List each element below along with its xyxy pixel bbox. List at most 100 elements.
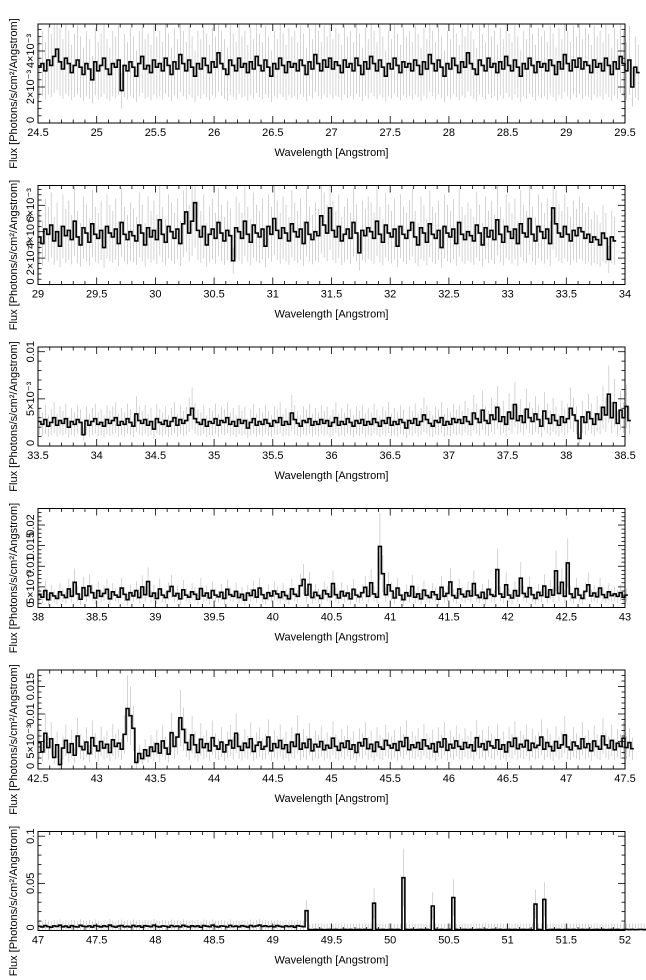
x-tick-label: 29: [32, 289, 44, 301]
x-axis-title: Wavelength [Angstrom]: [275, 793, 389, 805]
plot-frame: [37, 23, 626, 124]
y-tick-label: 0: [25, 278, 37, 284]
flux-histogram: [38, 707, 634, 766]
x-tick-label: 27.5: [379, 127, 400, 139]
x-tick-label: 43: [91, 773, 103, 785]
y-tick-label: 4×10⁻³: [25, 214, 37, 249]
x-tick-label: 28.5: [497, 127, 518, 139]
y-tick-label: 0: [25, 924, 37, 930]
x-tick-label: 25.5: [145, 127, 166, 139]
x-tick-label: 37.5: [497, 450, 518, 462]
x-axis-title: Wavelength [Angstrom]: [275, 147, 389, 159]
x-tick-label: 35.5: [262, 450, 283, 462]
x-tick-label: 40.5: [321, 612, 342, 624]
x-tick-label: 36: [325, 450, 337, 462]
y-tick-label: 6×10⁻³: [25, 188, 37, 223]
y-axis-title: Flux [Photons/s/cm²/Angstrom]: [8, 664, 20, 814]
x-tick-label: 51: [501, 935, 513, 947]
y-tick-label: 0.01: [25, 556, 37, 577]
x-tick-label: 42.5: [556, 612, 577, 624]
x-tick-label: 44: [208, 773, 220, 785]
x-tick-label: 37: [443, 450, 455, 462]
error-bars: [39, 365, 630, 445]
y-tick-label: 0: [25, 601, 37, 607]
y-tick-label: 0: [25, 763, 37, 769]
x-axis-title: Wavelength [Angstrom]: [275, 955, 389, 967]
x-tick-label: 33: [501, 289, 513, 301]
spectrum-panel-5: 42.5 43 43.5 44 44.5 45 45.5 46 46.5 47 47.5 0 5×10⁻…: [8, 664, 636, 814]
x-tick-label: 48.5: [203, 935, 224, 947]
y-tick-label: 0.02: [25, 514, 37, 535]
flux-histogram: [38, 201, 617, 262]
x-tick-label: 38: [560, 450, 572, 462]
x-tick-label: 43.5: [145, 773, 166, 785]
x-tick-label: 49.5: [321, 935, 342, 947]
x-axis-title: Wavelength [Angstrom]: [275, 309, 389, 321]
y-tick-label: 0.015: [25, 673, 37, 701]
x-tick-label: 34.5: [145, 450, 166, 462]
x-tick-label: 29.5: [614, 127, 635, 139]
x-tick-label: 51.5: [556, 935, 577, 947]
flux-histogram: [38, 545, 628, 601]
x-tick-label: 41.5: [438, 612, 459, 624]
x-tick-label: 46.5: [497, 773, 518, 785]
x-tick-label: 40: [267, 612, 279, 624]
y-tick-label: 0.05: [25, 873, 37, 894]
x-tick-label: 30.5: [203, 289, 224, 301]
x-tick-label: 47.5: [614, 773, 635, 785]
x-tick-label: 42.5: [27, 773, 48, 785]
y-axis-title: Flux [Photons/s/cm²/Angstrom]: [8, 18, 20, 168]
x-tick-label: 33.5: [27, 450, 48, 462]
y-tick-label: 0.01: [25, 703, 37, 724]
y-tick-label: 2×10⁻³: [25, 70, 37, 105]
error-bars: [39, 848, 645, 931]
x-tick-label: 26.5: [262, 127, 283, 139]
flux-histogram: [38, 393, 631, 440]
x-tick-label: 39.5: [203, 612, 224, 624]
x-tick-label: 38.5: [614, 450, 635, 462]
y-axis-title: Flux [Photons/s/cm²/Angstrom]: [8, 180, 20, 330]
x-tick-label: 47: [32, 935, 44, 947]
x-tick-label: 47: [560, 773, 572, 785]
error-bars: [39, 675, 633, 769]
spectrum-panel-4: 38 38.5 39 39.5 40 40.5 41 41.5 42 42.5 4305×10⁻³0…: [8, 503, 631, 653]
x-tick-label: 32.5: [438, 289, 459, 301]
y-tick-label: 5×10⁻³: [25, 724, 37, 759]
x-tick-label: 39: [149, 612, 161, 624]
x-tick-label: 29.5: [86, 289, 107, 301]
x-tick-label: 35: [208, 450, 220, 462]
x-tick-label: 32: [384, 289, 396, 301]
flux-histogram: [38, 48, 640, 92]
y-tick-label: 0.01: [25, 341, 37, 362]
y-tick-label: 5×10⁻³: [25, 381, 37, 416]
spectrum-panel-3: 33.5 34 34.5 35 35.5 36 36.5 37 37.5 38 38.5 0 5×10⁻…: [8, 341, 636, 492]
spectrum-panel-2: 29 29.5 30 30.5 31 31.5 32 32.5 33 33.5 34 0 2×10⁻³4…: [8, 180, 631, 330]
y-tick-label: 2×10⁻³: [25, 241, 37, 276]
x-tick-label: 50.5: [438, 935, 459, 947]
x-tick-label: 44.5: [262, 773, 283, 785]
x-axis-title: Wavelength [Angstrom]: [275, 470, 389, 482]
y-tick-label: 0.015: [25, 532, 37, 560]
x-tick-label: 49: [267, 935, 279, 947]
x-tick-label: 24.5: [27, 127, 48, 139]
x-tick-label: 41: [384, 612, 396, 624]
x-tick-label: 45: [325, 773, 337, 785]
spectrum-panel-1: 24.5 25 25.5 26 26.5 27 27.5 28 28.5 29 29.5 0 2×10⁻…: [8, 18, 640, 169]
y-axis-title: Flux [Photons/s/cm²/Angstrom]: [8, 341, 20, 491]
y-tick-label: 0: [25, 440, 37, 446]
x-axis-title: Wavelength [Angstrom]: [275, 632, 389, 644]
plot-frame: [37, 346, 626, 447]
y-axis-title: Flux [Photons/s/cm²/Angstrom]: [8, 826, 20, 976]
y-tick-label: 0: [25, 117, 37, 123]
y-axis-title: Flux [Photons/s/cm²/Angstrom]: [8, 503, 20, 653]
x-tick-label: 28: [443, 127, 455, 139]
x-tick-label: 25: [91, 127, 103, 139]
x-tick-label: 31.5: [321, 289, 342, 301]
y-tick-label: 0.1: [25, 829, 37, 844]
x-tick-label: 31: [267, 289, 279, 301]
x-tick-label: 52: [619, 935, 631, 947]
x-tick-label: 47.5: [86, 935, 107, 947]
x-tick-label: 38.5: [86, 612, 107, 624]
x-tick-label: 50: [384, 935, 396, 947]
